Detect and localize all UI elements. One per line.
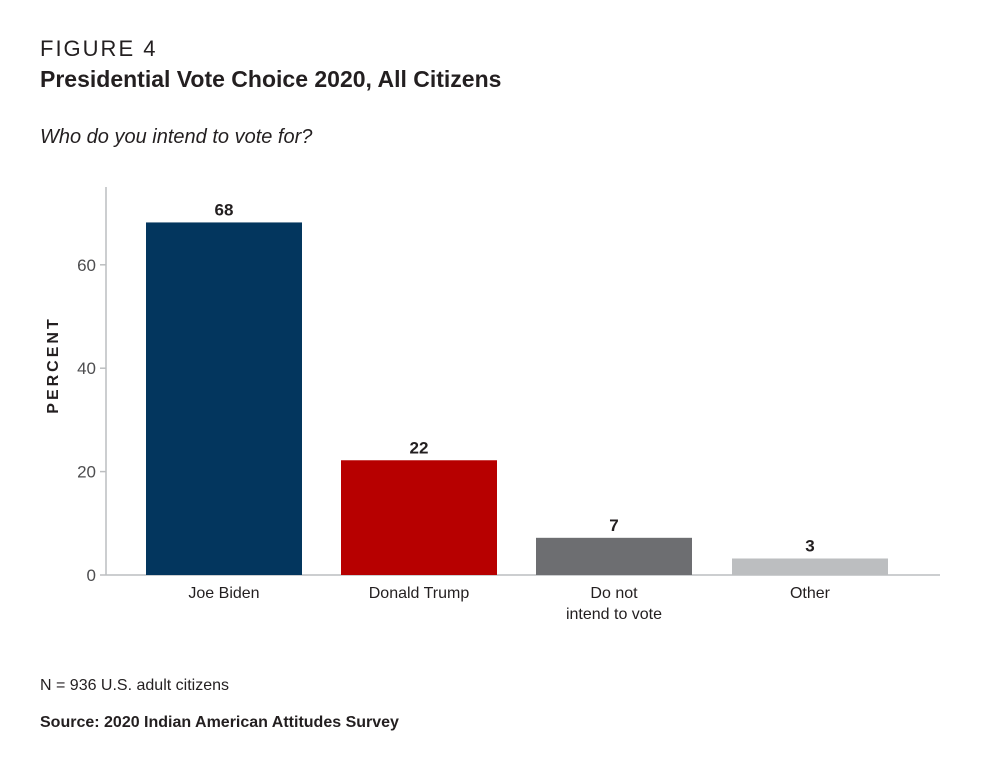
sample-size-note: N = 936 U.S. adult citizens [40, 677, 229, 695]
x-tick-label: intend to vote [566, 606, 662, 623]
bar [536, 538, 692, 575]
data-label: 7 [609, 516, 618, 535]
data-label: 68 [215, 200, 234, 219]
y-axis-title: PERCENT [45, 316, 62, 413]
data-label: 3 [805, 536, 814, 555]
x-tick-label: Do not [590, 585, 638, 602]
bar [341, 460, 497, 575]
y-tick-label: 0 [87, 566, 96, 585]
source-note: Source: 2020 Indian American Attitudes S… [40, 714, 399, 732]
bar [732, 558, 888, 575]
bar [146, 222, 302, 575]
x-tick-label: Donald Trump [369, 585, 470, 602]
x-tick-label: Other [790, 585, 831, 602]
x-tick-label: Joe Biden [188, 585, 259, 602]
y-tick-label: 20 [77, 463, 96, 482]
y-tick-label: 40 [77, 359, 96, 378]
y-tick-label: 60 [77, 256, 96, 275]
data-label: 22 [410, 438, 429, 457]
